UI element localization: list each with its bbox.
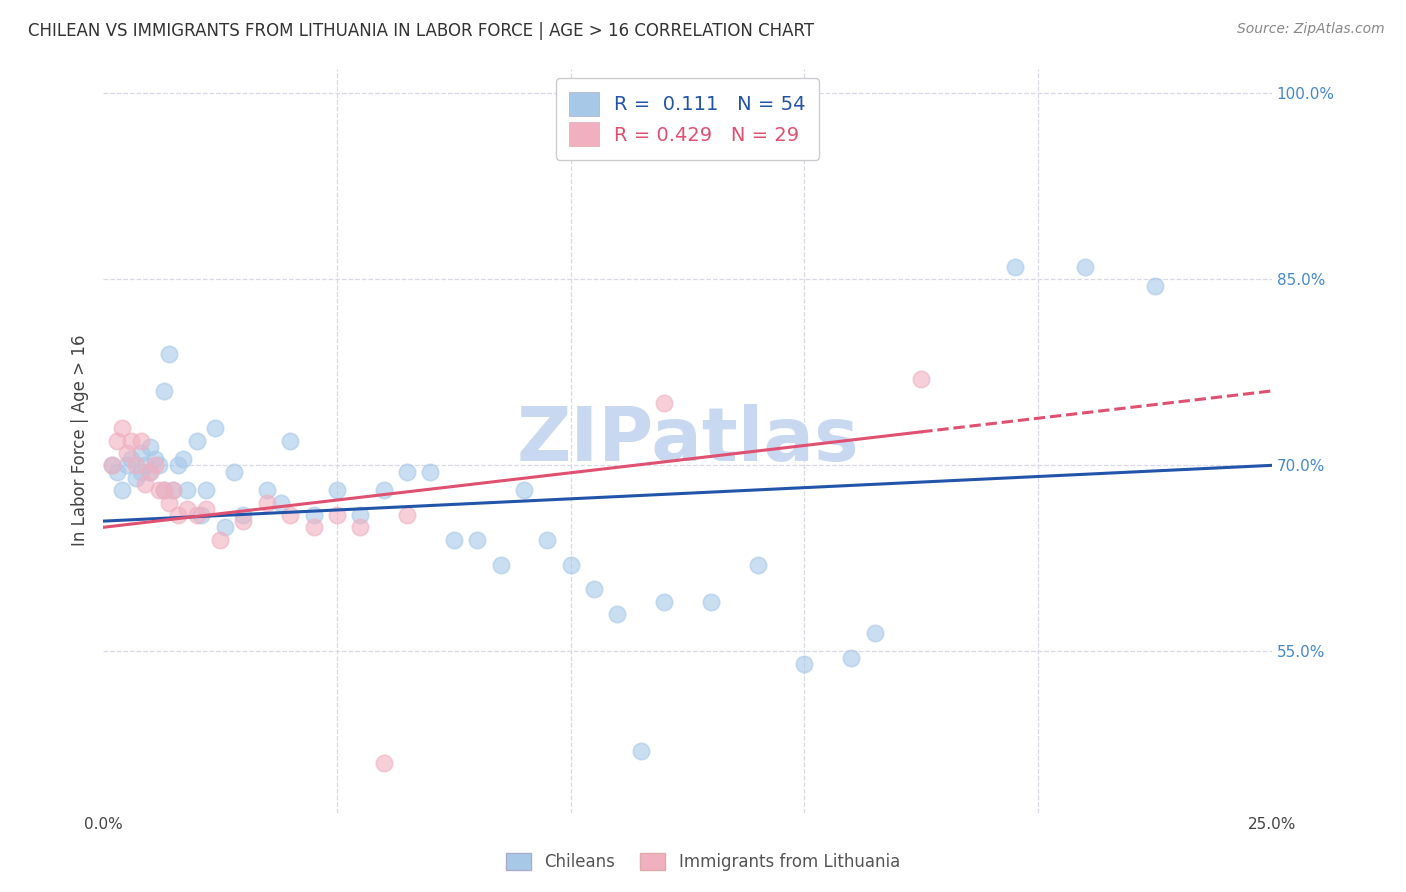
Text: CHILEAN VS IMMIGRANTS FROM LITHUANIA IN LABOR FORCE | AGE > 16 CORRELATION CHART: CHILEAN VS IMMIGRANTS FROM LITHUANIA IN … xyxy=(28,22,814,40)
Point xyxy=(134,458,156,473)
Point xyxy=(125,471,148,485)
Point xyxy=(129,446,152,460)
Point xyxy=(139,440,162,454)
Point xyxy=(134,477,156,491)
Legend: Chileans, Immigrants from Lithuania: Chileans, Immigrants from Lithuania xyxy=(498,845,908,880)
Point xyxy=(326,508,349,522)
Point xyxy=(270,495,292,509)
Point xyxy=(153,384,176,398)
Point xyxy=(1004,260,1026,274)
Point xyxy=(302,520,325,534)
Point xyxy=(326,483,349,497)
Point xyxy=(105,434,128,448)
Point xyxy=(204,421,226,435)
Point xyxy=(111,483,134,497)
Point xyxy=(186,434,208,448)
Point xyxy=(302,508,325,522)
Point xyxy=(190,508,212,522)
Point xyxy=(349,508,371,522)
Point xyxy=(443,533,465,547)
Point xyxy=(111,421,134,435)
Point xyxy=(606,607,628,621)
Point xyxy=(1143,278,1166,293)
Point xyxy=(465,533,488,547)
Point xyxy=(139,465,162,479)
Point xyxy=(278,508,301,522)
Point xyxy=(172,452,194,467)
Point xyxy=(157,347,180,361)
Point xyxy=(747,558,769,572)
Point xyxy=(560,558,582,572)
Point xyxy=(222,465,245,479)
Point xyxy=(162,483,184,497)
Point xyxy=(208,533,231,547)
Point xyxy=(395,508,418,522)
Point xyxy=(176,501,198,516)
Point xyxy=(115,446,138,460)
Point xyxy=(143,452,166,467)
Point xyxy=(910,371,932,385)
Point xyxy=(167,508,190,522)
Point xyxy=(167,458,190,473)
Point xyxy=(652,595,675,609)
Point xyxy=(120,452,142,467)
Point xyxy=(232,514,254,528)
Legend: R =  0.111   N = 54, R = 0.429   N = 29: R = 0.111 N = 54, R = 0.429 N = 29 xyxy=(555,78,820,160)
Point xyxy=(419,465,441,479)
Point xyxy=(652,396,675,410)
Point xyxy=(373,483,395,497)
Point xyxy=(536,533,558,547)
Point xyxy=(101,458,124,473)
Point xyxy=(395,465,418,479)
Point xyxy=(513,483,536,497)
Point xyxy=(143,458,166,473)
Point xyxy=(120,434,142,448)
Point xyxy=(1074,260,1097,274)
Point xyxy=(153,483,176,497)
Point xyxy=(148,458,170,473)
Point xyxy=(153,483,176,497)
Point xyxy=(105,465,128,479)
Point xyxy=(157,495,180,509)
Point xyxy=(582,582,605,597)
Point xyxy=(139,465,162,479)
Point xyxy=(489,558,512,572)
Point xyxy=(863,625,886,640)
Point xyxy=(176,483,198,497)
Point xyxy=(162,483,184,497)
Point xyxy=(214,520,236,534)
Text: ZIPatlas: ZIPatlas xyxy=(516,404,859,477)
Point xyxy=(700,595,723,609)
Point xyxy=(256,483,278,497)
Text: Source: ZipAtlas.com: Source: ZipAtlas.com xyxy=(1237,22,1385,37)
Point xyxy=(839,650,862,665)
Point xyxy=(278,434,301,448)
Point xyxy=(256,495,278,509)
Point xyxy=(793,657,815,671)
Point xyxy=(349,520,371,534)
Point xyxy=(186,508,208,522)
Point xyxy=(129,434,152,448)
Point xyxy=(373,756,395,770)
Point xyxy=(195,501,218,516)
Point xyxy=(630,743,652,757)
Point xyxy=(129,465,152,479)
Point xyxy=(125,458,148,473)
Point xyxy=(232,508,254,522)
Point xyxy=(148,483,170,497)
Point xyxy=(101,458,124,473)
Point xyxy=(115,458,138,473)
Y-axis label: In Labor Force | Age > 16: In Labor Force | Age > 16 xyxy=(72,334,89,546)
Point xyxy=(195,483,218,497)
